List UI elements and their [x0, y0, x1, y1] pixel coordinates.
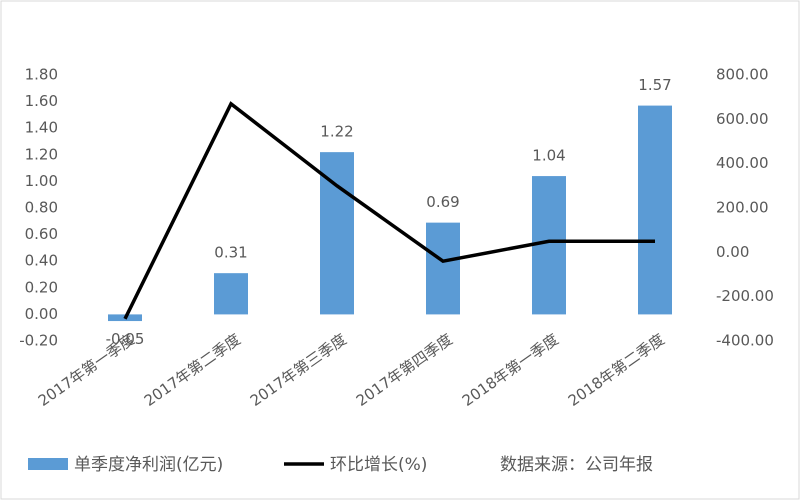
legend-swatch — [28, 458, 68, 470]
y-tick-label: 0.00 — [25, 305, 58, 323]
legend-label: 单季度净利润(亿元) — [74, 455, 223, 475]
bar — [214, 273, 248, 315]
y-tick-label: 0.80 — [25, 199, 58, 217]
data-label: 1.22 — [320, 123, 353, 141]
y2-tick-label: -200.00 — [716, 287, 774, 305]
y2-tick-label: 400.00 — [716, 154, 769, 172]
y-tick-label: 1.00 — [25, 172, 58, 190]
y-tick-label: 0.40 — [25, 252, 58, 270]
y-tick-label: 1.40 — [25, 119, 58, 137]
y-tick-label: -0.20 — [19, 332, 58, 350]
legend-label: 环比增长(%) — [330, 455, 427, 475]
data-label: 0.69 — [426, 193, 459, 211]
y-tick-label: 0.60 — [25, 225, 58, 243]
bar — [638, 105, 672, 315]
source-note: 数据来源：公司年报 — [500, 455, 653, 475]
y-tick-label: 1.80 — [25, 66, 58, 84]
data-label: 1.04 — [532, 147, 565, 165]
data-label: 1.57 — [638, 76, 671, 94]
y2-tick-label: 800.00 — [716, 66, 769, 84]
line — [123, 101, 655, 320]
bar — [426, 222, 460, 315]
bar — [532, 176, 566, 315]
y2-tick-label: 600.00 — [716, 110, 769, 128]
y-tick-label: 1.60 — [25, 92, 58, 110]
data-label: 0.31 — [214, 244, 247, 262]
y2-tick-label: 200.00 — [716, 199, 769, 217]
y2-tick-label: 0.00 — [716, 243, 749, 261]
y2-tick-label: -400.00 — [716, 332, 774, 350]
y-tick-label: 0.20 — [25, 278, 58, 296]
data-label: -0.05 — [106, 330, 145, 348]
y-tick-label: 1.20 — [25, 145, 58, 163]
